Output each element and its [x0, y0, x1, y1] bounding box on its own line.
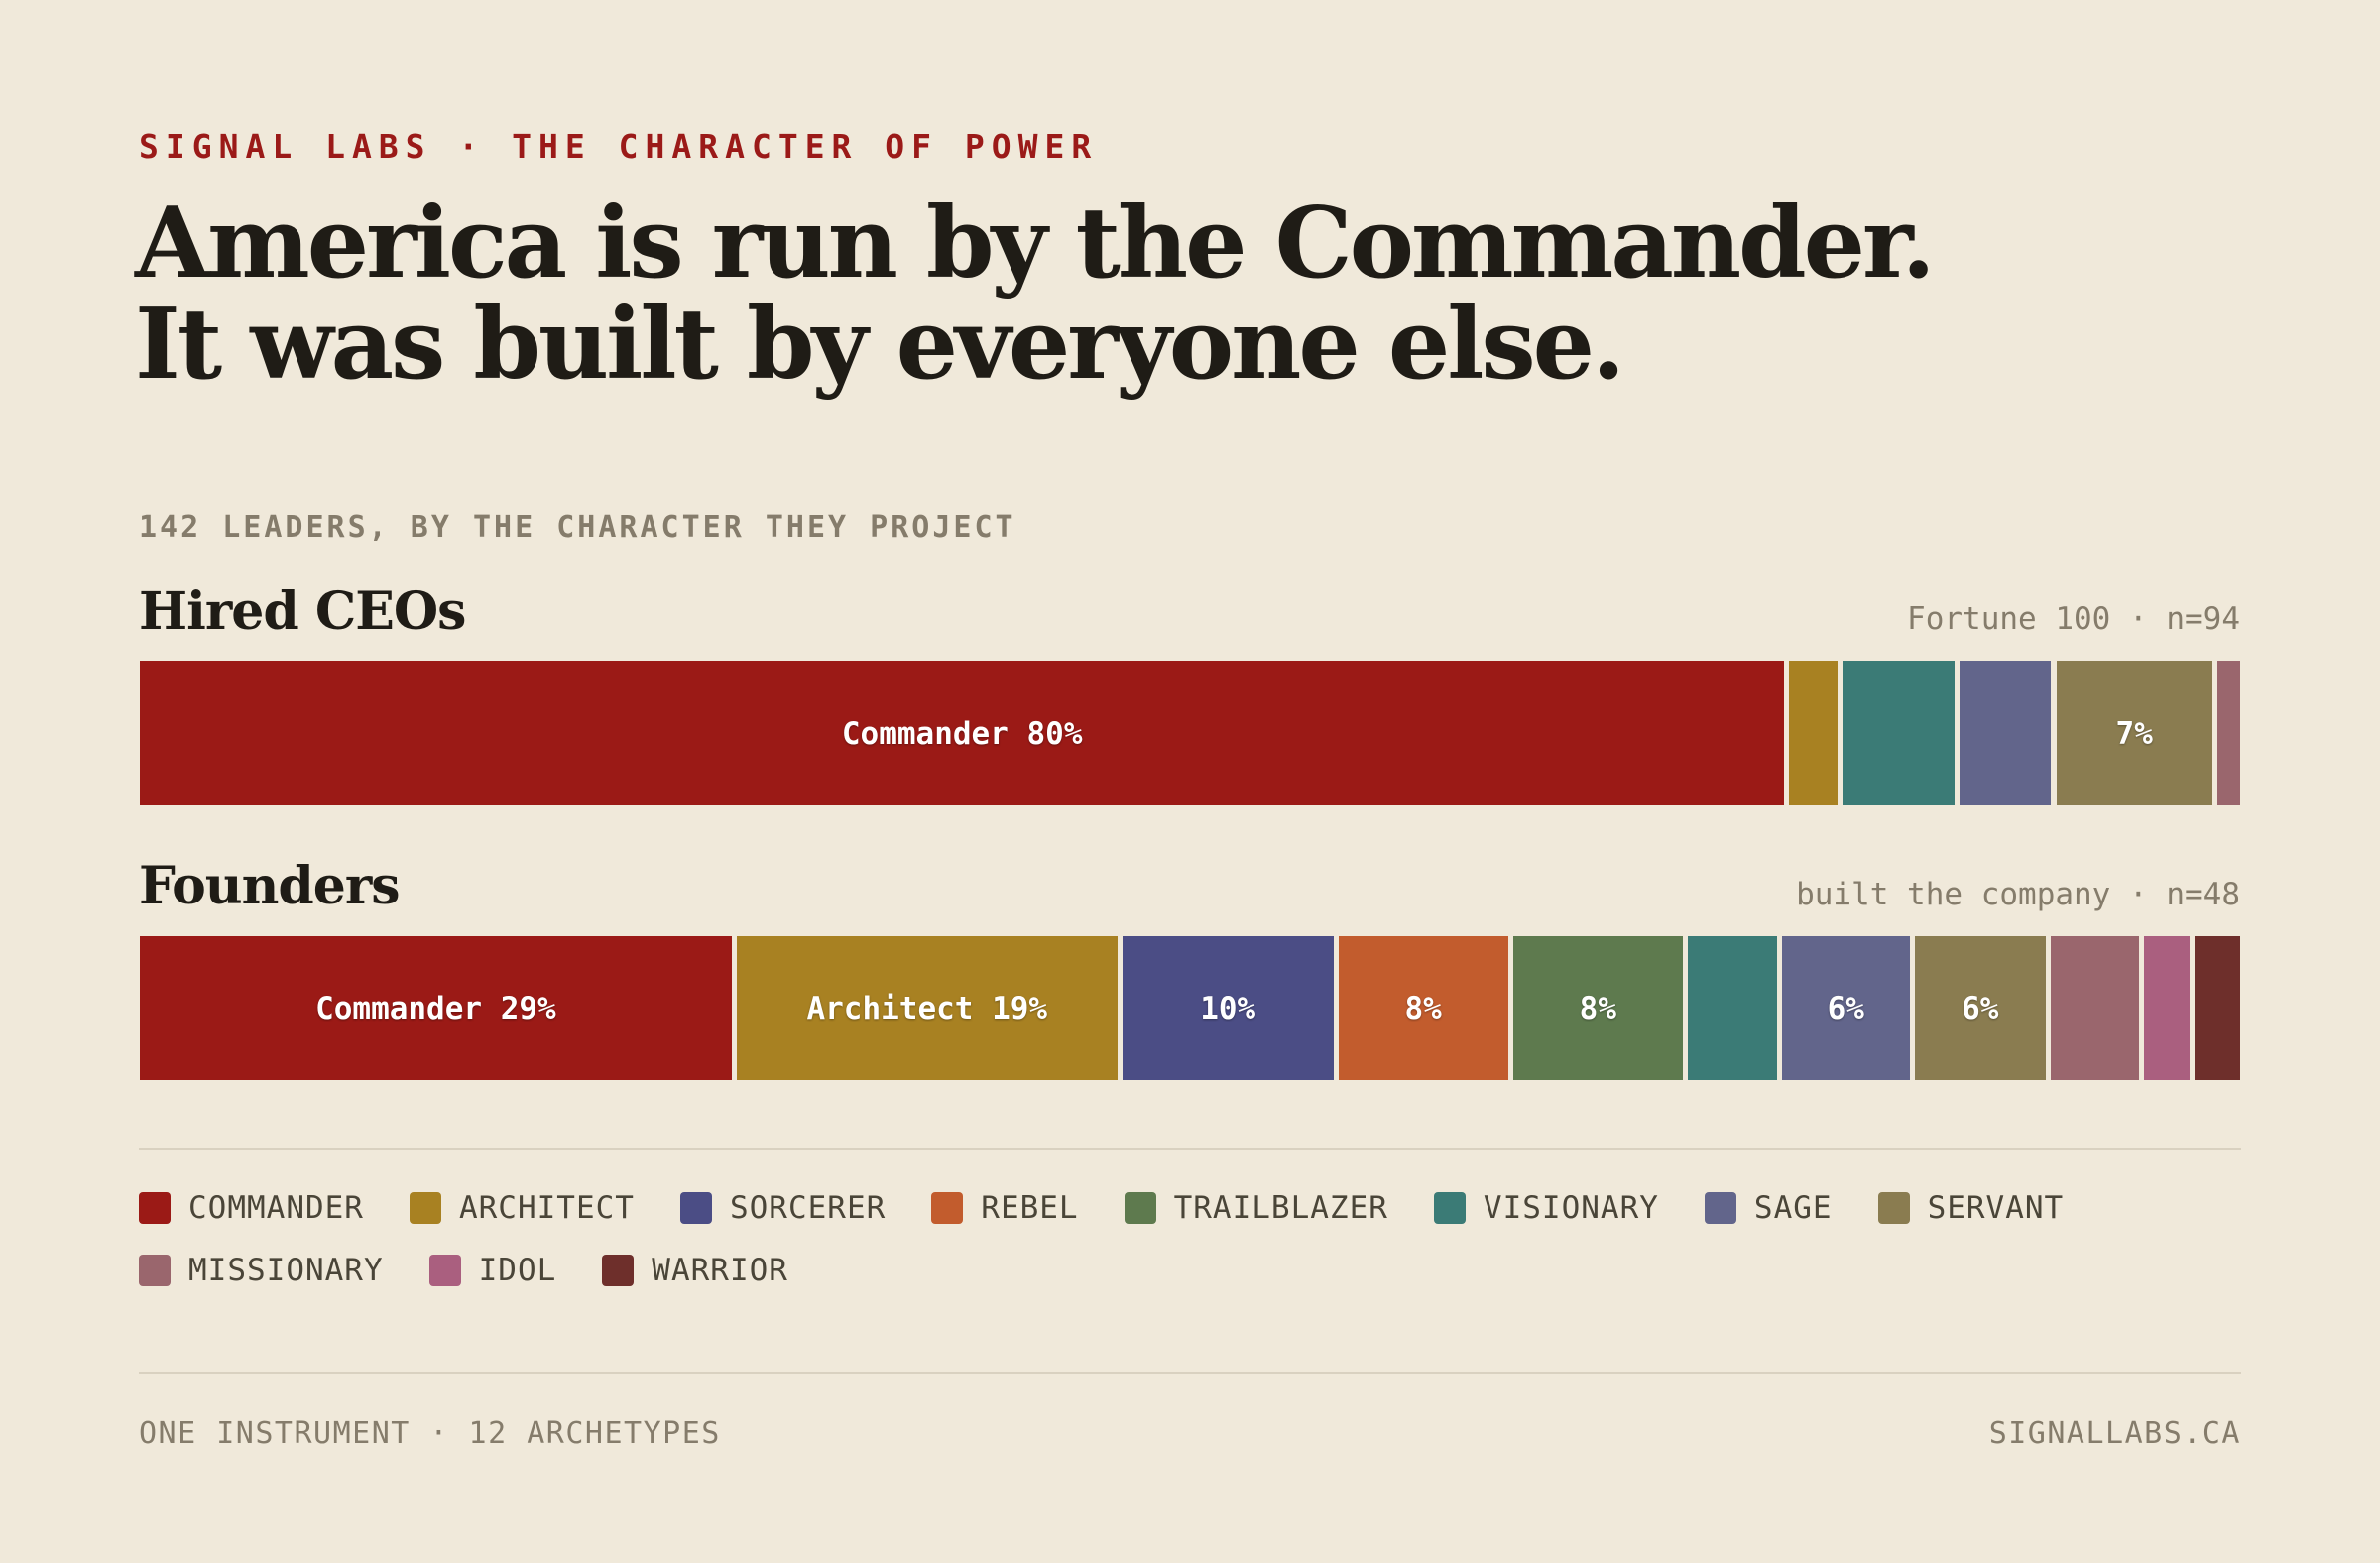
legend-label: SAGE	[1753, 1190, 1833, 1226]
stacked-bar-hired-ceos: Commander 80% 7%	[140, 661, 2240, 805]
legend-item-architect: ARCHITECT	[409, 1190, 635, 1226]
bar-segment-commander: Commander 29%	[140, 936, 732, 1080]
legend-item-servant: SERVANT	[1877, 1190, 2065, 1226]
legend-swatch	[409, 1192, 441, 1224]
footer-divider	[139, 1372, 2241, 1374]
footer-instrument-note: ONE INSTRUMENT · 12 ARCHETYPES	[139, 1416, 721, 1451]
bar-segment-visionary	[1687, 936, 1777, 1080]
legend-swatch	[1124, 1192, 1156, 1224]
bar-segment-label: 8%	[1404, 990, 1442, 1026]
legend-swatch	[139, 1192, 171, 1224]
bar-segment-architect	[1789, 661, 1838, 805]
bar-segment-label: 6%	[1962, 990, 1999, 1026]
bar-segment-sage: 6%	[1781, 936, 1910, 1080]
bar-segment-label: Commander 80%	[841, 715, 1083, 752]
legend-label: COMMANDER	[188, 1190, 364, 1226]
bar-segment-servant: 6%	[1915, 936, 2046, 1080]
legend-swatch	[428, 1255, 461, 1286]
legend-label: VISIONARY	[1483, 1190, 1659, 1226]
legend-swatch	[139, 1255, 171, 1286]
bar-segment-sorcerer: 10%	[1122, 936, 1334, 1080]
bar-segment-label: 8%	[1579, 990, 1616, 1026]
legend-label: TRAILBLAZER	[1173, 1190, 1388, 1226]
bar-segment-missionary	[2050, 936, 2140, 1080]
legend-item-trailblazer: TRAILBLAZER	[1124, 1190, 1388, 1226]
headline-line-2: It was built by everyone else.	[135, 288, 1625, 402]
headline-line-1: America is run by the Commander.	[135, 186, 1936, 301]
legend-swatch	[1877, 1192, 1910, 1224]
bar-segment-label: 6%	[1827, 990, 1864, 1026]
legend-swatch	[1433, 1192, 1466, 1224]
group-note-founders: built the company · n=48	[1796, 877, 2240, 912]
legend-item-missionary: MISSIONARY	[139, 1253, 384, 1288]
bar-segment-sage	[1960, 661, 2052, 805]
bar-segment-idol	[2144, 936, 2191, 1080]
legend-label: IDOL	[478, 1253, 557, 1288]
bar-segment-label: Commander 29%	[315, 990, 556, 1026]
legend-swatch	[679, 1192, 712, 1224]
kicker: SIGNAL LABS · THE CHARACTER OF POWER	[139, 127, 1099, 166]
bar-segment-label: 7%	[2115, 715, 2153, 752]
legend-item-rebel: REBEL	[931, 1190, 1078, 1226]
legend-swatch	[931, 1192, 964, 1224]
bar-segment-visionary	[1842, 661, 1956, 805]
legend-item-commander: COMMANDER	[139, 1190, 364, 1226]
bar-segment-trailblazer: 8%	[1512, 936, 1683, 1080]
legend-label: SERVANT	[1927, 1190, 2065, 1226]
bar-segment-missionary	[2216, 661, 2240, 805]
group-title-founders: Founders	[139, 856, 400, 916]
bar-segment-label: 10%	[1200, 990, 1256, 1026]
legend-swatch	[1704, 1192, 1736, 1224]
legend-swatch	[602, 1255, 635, 1286]
bar-segment-warrior	[2195, 936, 2240, 1080]
bar-segment-label: Architect 19%	[806, 990, 1048, 1026]
legend-label: WARRIOR	[652, 1253, 788, 1288]
bar-segment-servant: 7%	[2056, 661, 2212, 805]
legend-label: MISSIONARY	[188, 1253, 384, 1288]
divider	[139, 1148, 2241, 1150]
legend-item-idol: IDOL	[428, 1253, 557, 1288]
bar-segment-architect: Architect 19%	[736, 936, 1118, 1080]
legend: COMMANDER ARCHITECT SORCERER REBEL TRAILBLAZ…	[139, 1190, 2241, 1288]
chart-subtitle: 142 LEADERS, BY THE CHARACTER THEY PROJE…	[139, 510, 1016, 544]
legend-item-sage: SAGE	[1704, 1190, 1833, 1226]
footer-site: SIGNALLABS.CA	[1988, 1416, 2241, 1451]
group-title-hired-ceos: Hired CEOs	[139, 581, 466, 642]
stacked-bar-founders: Commander 29% Architect 19% 10% 8% 8% 6% 6%	[140, 936, 2240, 1080]
legend-item-visionary: VISIONARY	[1433, 1190, 1659, 1226]
legend-item-warrior: WARRIOR	[602, 1253, 788, 1288]
bar-segment-rebel: 8%	[1338, 936, 1508, 1080]
headline: America is run by the Commander. It was …	[135, 186, 1936, 402]
legend-label: ARCHITECT	[458, 1190, 635, 1226]
legend-label: REBEL	[981, 1190, 1079, 1226]
legend-label: SORCERER	[729, 1190, 887, 1226]
bar-segment-commander: Commander 80%	[140, 661, 1785, 805]
group-note-hired-ceos: Fortune 100 · n=94	[1907, 601, 2240, 637]
legend-item-sorcerer: SORCERER	[679, 1190, 887, 1226]
